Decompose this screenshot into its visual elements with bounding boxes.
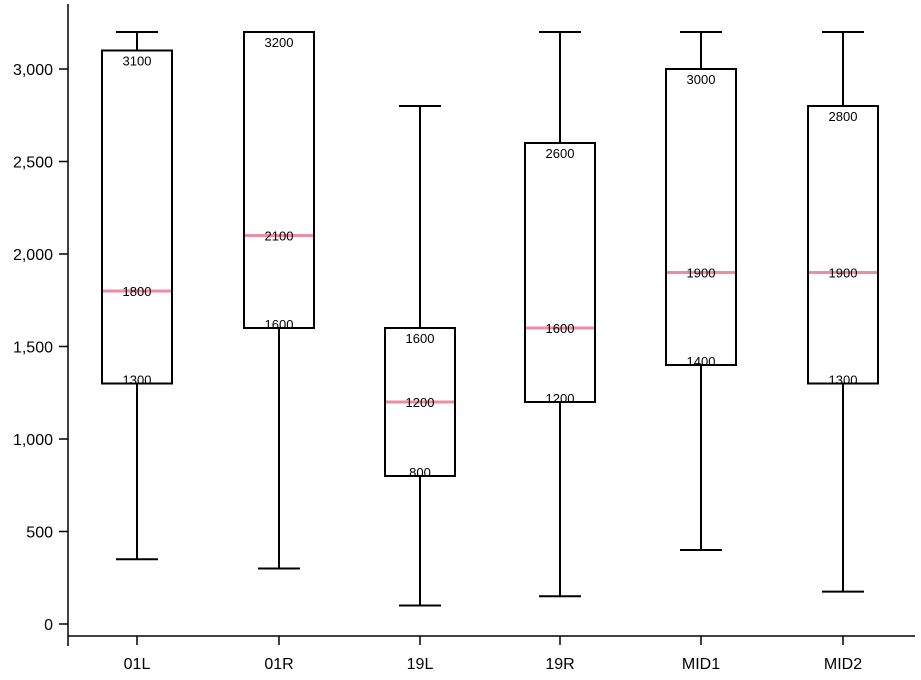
- y-tick-label: 1,500: [13, 340, 53, 357]
- q3-label: 1600: [406, 331, 435, 346]
- y-tick-label: 0: [44, 617, 53, 634]
- q1-label: 1200: [546, 391, 575, 406]
- x-tick-label: 19L: [407, 656, 434, 673]
- q3-label: 3100: [123, 54, 152, 69]
- boxes: 3100 1800 1300 3200 2100 1600 1600 1200 800 2600 1…: [101, 31, 879, 607]
- iqr-box: [101, 49, 173, 385]
- q1-label: 1300: [123, 373, 152, 388]
- q3-label: 3000: [687, 72, 716, 87]
- box-mid2: 2800 1900 1300: [807, 31, 879, 593]
- q3-label: 2800: [829, 109, 858, 124]
- median-label: 1800: [123, 284, 152, 299]
- y-tick-label: 2,500: [13, 155, 53, 172]
- q3-label: 3200: [265, 35, 294, 50]
- q1-label: 1400: [687, 354, 716, 369]
- box-19l: 1600 1200 800: [384, 105, 456, 607]
- iqr-box: [243, 31, 315, 329]
- box-19r: 2600 1600 1200: [524, 31, 596, 598]
- q1-label: 800: [409, 465, 431, 480]
- q3-label: 2600: [546, 146, 575, 161]
- x-tick-label: 01R: [264, 656, 293, 673]
- axes: 0 500 1,000 1,500 2,000 2,500 3,000 01L 01R 19L 19…: [13, 4, 915, 673]
- x-tick-label: MID2: [824, 656, 862, 673]
- median-label: 2100: [265, 229, 294, 244]
- median-label: 1900: [687, 266, 716, 281]
- iqr-box: [665, 68, 737, 366]
- median-label: 1200: [406, 395, 435, 410]
- box-01l: 3100 1800 1300: [101, 31, 173, 561]
- x-tick-label: MID1: [682, 656, 720, 673]
- y-tick-label: 1,000: [13, 432, 53, 449]
- q1-label: 1300: [829, 373, 858, 388]
- median-label: 1600: [546, 321, 575, 336]
- iqr-box: [524, 142, 596, 403]
- box-01r: 3200 2100 1600: [243, 31, 315, 570]
- x-tick-label: 01L: [124, 656, 151, 673]
- box-mid1: 3000 1900 1400: [665, 31, 737, 551]
- x-tick-label: 19R: [545, 656, 574, 673]
- iqr-box: [807, 105, 879, 385]
- y-tick-label: 3,000: [13, 62, 53, 79]
- median-label: 1900: [829, 266, 858, 281]
- y-tick-label: 2,000: [13, 247, 53, 264]
- y-tick-label: 500: [26, 525, 53, 542]
- q1-label: 1600: [265, 317, 294, 332]
